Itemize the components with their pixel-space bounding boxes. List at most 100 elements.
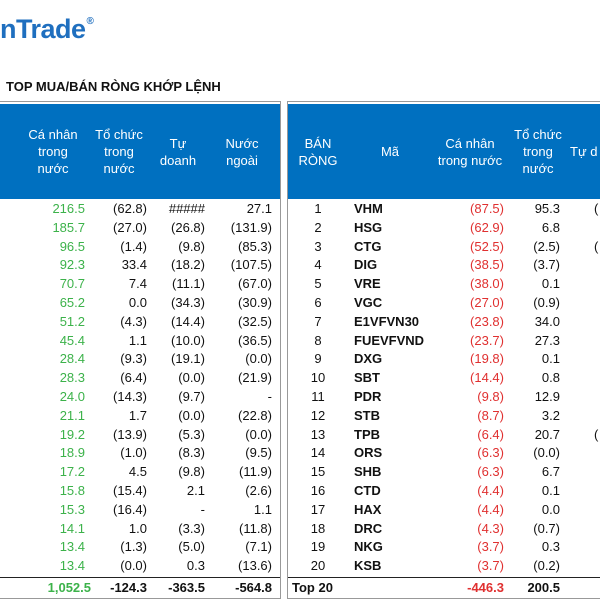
table-cell: (3.3)	[178, 520, 205, 536]
total-row: 1,052.5 -124.3 -363.5 -564.8	[0, 577, 280, 598]
table-row: 65.2 0.0 (34.3) (30.9)	[0, 294, 280, 313]
table-row: 17 HAX (4.4) 0.0	[288, 501, 600, 520]
table-body: 216.5 (62.8) ##### 27.1 185.7 (27.0) (26.8) (13…	[0, 200, 280, 576]
table-cell: VRE	[354, 276, 381, 292]
table-row: 19.2 (13.9) (5.3) (0.0)	[0, 426, 280, 445]
table-cell	[594, 482, 600, 501]
table-row: 11 PDR (9.8) 12.9	[288, 388, 600, 407]
table-row: 216.5 (62.8) ##### 27.1	[0, 200, 280, 219]
table-cell: (30.9)	[238, 294, 272, 310]
table-cell: (26.8)	[171, 219, 205, 235]
table-cell: (13.9)	[113, 426, 147, 442]
table-cell: PDR	[354, 388, 382, 404]
table-cell: 0.0	[128, 294, 147, 310]
table-cell: (27.0)	[113, 219, 147, 235]
total-row: Top 20 -446.3 200.5	[288, 577, 600, 598]
table-cell: 3.2	[541, 407, 560, 423]
table-cell: 45.4	[59, 332, 85, 348]
table-row: 19 NKG (3.7) 0.3	[288, 538, 600, 557]
table-cell: (2.6)	[245, 482, 272, 498]
table-cell: 0.1	[541, 482, 560, 498]
table-cell: (	[594, 238, 599, 254]
table-cell: 33.4	[121, 257, 147, 273]
table-cell	[594, 256, 600, 275]
table-row: 5 VRE (38.0) 0.1	[288, 275, 600, 294]
table-cell: -	[267, 388, 272, 404]
table-cell: 1.1	[128, 332, 147, 348]
table-cell: (4.4)	[477, 482, 504, 498]
table-row: 6 VGC (27.0) (0.9)	[288, 294, 600, 313]
table-cell: 19	[310, 539, 326, 555]
table-cell: (0.0)	[245, 351, 272, 367]
table-cell: 3	[314, 238, 322, 254]
col-header-foreign: Nước ngoài	[225, 135, 259, 168]
table-cell	[594, 407, 600, 426]
table-cell: DXG	[354, 351, 383, 367]
table-cell: 17.2	[59, 464, 85, 480]
table-cell: CTG	[354, 238, 382, 254]
table-cell: 14	[310, 445, 326, 461]
table-cell: (62.9)	[470, 219, 504, 235]
table-cell: (3.7)	[477, 539, 504, 555]
table-row: 24.0 (14.3) (9.7) -	[0, 388, 280, 407]
table-cell: 21.1	[59, 407, 85, 423]
table-cell: (14.4)	[171, 313, 205, 329]
table-cell: 8	[314, 332, 322, 348]
table-cell: 20.7	[534, 426, 560, 442]
table-cell: (52.5)	[470, 238, 504, 254]
table-cell: (9.8)	[477, 388, 504, 404]
table-cell	[594, 294, 600, 313]
table-cell: (107.5)	[230, 257, 272, 273]
table-cell: 95.3	[534, 201, 560, 216]
table-cell: 7.4	[128, 276, 147, 292]
table-cell: 12.9	[534, 388, 560, 404]
table-cell	[594, 463, 600, 482]
table-cell: 13	[310, 426, 326, 442]
table-cell: (4.3)	[477, 520, 504, 536]
table-cell: (8.7)	[477, 407, 504, 423]
table-cell: 4.5	[128, 464, 147, 480]
table-row: 70.7 7.4 (11.1) (67.0)	[0, 275, 280, 294]
table-cell: (6.4)	[120, 370, 147, 386]
table-cell: (19.8)	[470, 351, 504, 367]
table-cell: 96.5	[59, 238, 85, 254]
table-cell	[594, 388, 600, 407]
table-row: 8 FUEVFVND (23.7) 27.3	[288, 332, 600, 351]
table-cell: CTD	[354, 482, 381, 498]
table-cell: 28.3	[59, 370, 85, 386]
table-row: 13 TPB (6.4) 20.7 (	[288, 426, 600, 445]
table-cell: (0.0)	[178, 407, 205, 423]
table-cell: 16	[310, 482, 326, 498]
table-cell: (8.3)	[178, 445, 205, 461]
table-cell: FUEVFVND	[354, 332, 425, 348]
table-cell: (6.3)	[477, 445, 504, 461]
table-cell: 0.0	[541, 501, 560, 517]
top-sell-table: BÁN RÒNG Mã Cá nhân trong nước Tổ chức t…	[287, 101, 600, 599]
table-cell: 216.5	[52, 201, 85, 216]
table-row: 28.4 (9.3) (19.1) (0.0)	[0, 350, 280, 369]
table-cell: (10.0)	[171, 332, 205, 348]
table-cell: (0.0)	[533, 445, 560, 461]
col-header-institution: Tổ chức trong nước	[514, 127, 562, 176]
table-cell: 19.2	[59, 426, 85, 442]
table-cell: SBT	[354, 370, 380, 386]
table-cell: E1VFVN30	[354, 313, 420, 329]
col-header-individual: Cá nhân trong nước	[437, 135, 503, 168]
table-cell: 27.3	[534, 332, 560, 348]
table-cell: 6	[314, 294, 322, 310]
table-cell: NKG	[354, 539, 383, 555]
table-cell: HSG	[354, 219, 383, 235]
table-cell: 65.2	[59, 294, 85, 310]
table-cell: 1	[314, 201, 322, 216]
table-cell: 18.9	[59, 445, 85, 461]
table-cell: 12	[310, 407, 326, 423]
table-cell: (9.8)	[178, 238, 205, 254]
table-cell: SHB	[354, 464, 382, 480]
table-row: 185.7 (27.0) (26.8) (131.9)	[0, 219, 280, 238]
table-cell: 24.0	[59, 388, 85, 404]
table-cell: (11.8)	[239, 520, 272, 536]
table-cell	[594, 501, 600, 520]
table-row: 18.9 (1.0) (8.3) (9.5)	[0, 444, 280, 463]
table-cell: 28.4	[59, 351, 85, 367]
col-header-ticker: Mã	[380, 144, 400, 159]
